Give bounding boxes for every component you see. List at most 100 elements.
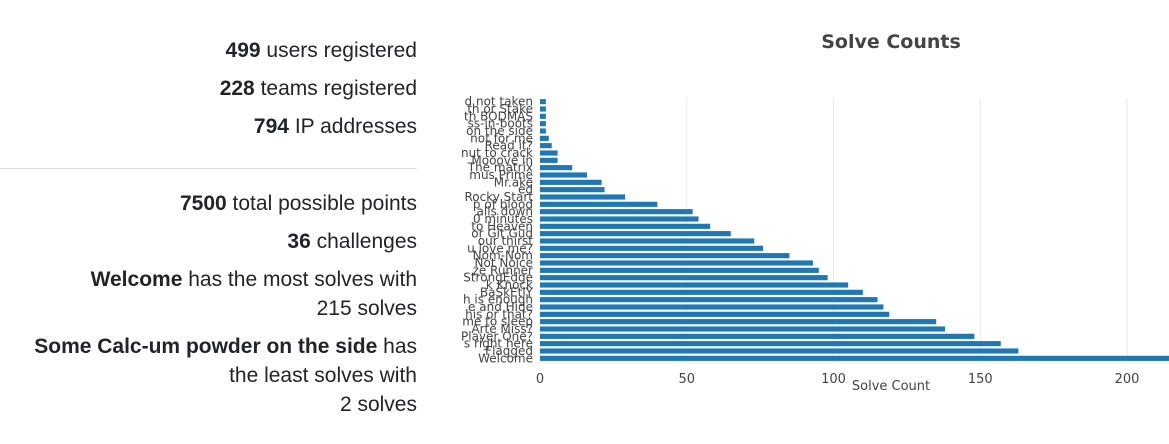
- points-count: 7500: [179, 192, 227, 215]
- bar[interactable]: [540, 253, 790, 259]
- category-label: th BODMAS: [464, 109, 533, 123]
- bar[interactable]: [540, 187, 605, 193]
- category-label: to Heaven: [471, 219, 533, 233]
- category-label: Player One?: [461, 329, 533, 343]
- bar[interactable]: [540, 106, 546, 112]
- category-label: our thirst: [478, 234, 534, 248]
- bar[interactable]: [540, 143, 552, 149]
- category-label: The matrix: [467, 161, 533, 175]
- category-label: ze Runner: [473, 263, 533, 277]
- x-tick-label: 200: [1115, 372, 1140, 387]
- category-label: k Knock: [486, 278, 533, 292]
- points-text: total possible points: [232, 192, 417, 215]
- bar[interactable]: [540, 209, 693, 215]
- bar[interactable]: [540, 282, 849, 288]
- category-label: BaSkEtlY: [480, 285, 534, 299]
- bar[interactable]: [540, 275, 828, 281]
- challenges-text: challenges: [316, 230, 417, 253]
- category-label: Not Noice: [475, 256, 533, 270]
- ips-text: IP addresses: [294, 115, 417, 138]
- bar[interactable]: [540, 172, 587, 178]
- category-label: Nom-Nom: [473, 249, 533, 263]
- least-solves-stat: Some Calc-um powder on the side has the l…: [0, 332, 417, 419]
- x-tick-label: 0: [536, 372, 544, 387]
- bar[interactable]: [540, 238, 755, 244]
- bar[interactable]: [540, 194, 626, 200]
- category-label: alls down: [477, 205, 533, 219]
- teams-text: teams registered: [260, 77, 417, 100]
- bar[interactable]: [540, 223, 711, 229]
- bar[interactable]: [540, 348, 1019, 354]
- chart-x-ticks: 0 50 100 150 200: [536, 372, 1140, 387]
- bar[interactable]: [540, 319, 937, 325]
- bar[interactable]: [540, 165, 573, 171]
- ips-count: 794: [253, 115, 289, 138]
- bar[interactable]: [540, 311, 890, 317]
- category-label: me to sleep: [462, 315, 533, 329]
- category-label: Mr.ake: [494, 175, 533, 189]
- users-count: 499: [225, 39, 261, 62]
- category-label: s right here: [464, 337, 533, 351]
- category-label: u love me?: [467, 241, 533, 255]
- most-solves-text: has the most solves with: [188, 268, 417, 291]
- least-solves-text: the least solves with: [229, 364, 417, 387]
- challenges-count: 36: [287, 230, 311, 253]
- category-label: nut to crack: [461, 146, 533, 160]
- chart-grid: [686, 98, 1128, 362]
- bar[interactable]: [540, 113, 546, 119]
- chart-x-axis-label: Solve Count: [852, 379, 930, 394]
- bar[interactable]: [540, 231, 731, 237]
- bar[interactable]: [540, 99, 546, 105]
- most-solves-stat: Welcome has the most solves with 215 solv…: [0, 265, 417, 323]
- category-label: on the side: [466, 124, 533, 138]
- category-label: ed: [518, 183, 533, 197]
- category-label: or Git Gud: [471, 227, 533, 241]
- bar[interactable]: [540, 216, 699, 222]
- category-label: Read it?: [485, 139, 533, 153]
- most-solves-name: Welcome: [90, 268, 183, 291]
- bar[interactable]: [540, 267, 819, 273]
- teams-count: 228: [219, 77, 255, 100]
- category-label: h is enough: [463, 293, 533, 307]
- ips-stat: 794 IP addresses: [0, 112, 417, 141]
- category-label: e and Hide: [468, 300, 533, 314]
- points-stat: 7500 total possible points: [0, 189, 417, 218]
- bar[interactable]: [540, 304, 884, 310]
- category-label: StrongEdge: [463, 271, 533, 285]
- category-label: Welcome: [478, 351, 533, 365]
- bar[interactable]: [540, 355, 1169, 361]
- bar[interactable]: [540, 201, 658, 207]
- bar[interactable]: [540, 150, 558, 156]
- category-label: 0 minutes: [473, 212, 533, 226]
- bar[interactable]: [540, 297, 878, 303]
- category-label: not for me: [470, 131, 533, 145]
- chart-bars: [540, 99, 1169, 361]
- bar[interactable]: [540, 245, 764, 251]
- category-label: mus Prime: [469, 168, 533, 182]
- least-solves-name: Some Calc-um powder on the side: [34, 335, 378, 358]
- chart-title: Solve Counts: [821, 31, 961, 53]
- x-tick-label: 150: [968, 372, 993, 387]
- bar[interactable]: [540, 333, 975, 339]
- most-solves-count: 215 solves: [316, 297, 417, 320]
- category-label: Mooove in: [471, 153, 533, 167]
- bar[interactable]: [540, 341, 1001, 347]
- bar[interactable]: [540, 326, 946, 332]
- bar[interactable]: [540, 260, 813, 266]
- category-label: his or that?: [465, 307, 533, 321]
- category-label: Flagged: [485, 344, 533, 358]
- teams-stat: 228 teams registered: [0, 74, 417, 103]
- category-label: Arte Miss?: [471, 322, 533, 336]
- x-tick-label: 100: [821, 372, 846, 387]
- least-solves-has: has: [383, 335, 417, 358]
- bar[interactable]: [540, 289, 863, 295]
- bar[interactable]: [540, 135, 549, 141]
- bar[interactable]: [540, 128, 546, 134]
- x-tick-label: 50: [678, 372, 695, 387]
- bar[interactable]: [540, 121, 546, 127]
- bar[interactable]: [540, 179, 602, 185]
- bar[interactable]: [540, 157, 558, 163]
- users-stat: 499 users registered: [0, 36, 417, 65]
